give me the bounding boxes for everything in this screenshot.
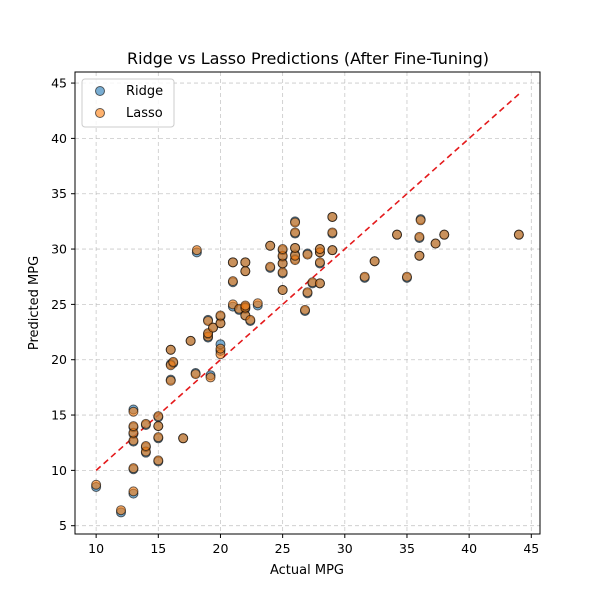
lasso-point [208, 322, 219, 333]
y-tick-label: 15 [51, 408, 67, 423]
y-tick-label: 35 [51, 186, 67, 201]
lasso-point [153, 421, 164, 432]
legend-label-ridge: Ridge [126, 84, 163, 99]
y-tick-label: 10 [51, 463, 67, 478]
lasso-point [153, 411, 164, 422]
legend-marker-ridge [95, 86, 105, 96]
lasso-point [265, 261, 276, 272]
lasso-point [314, 244, 325, 255]
lasso-point [327, 211, 338, 222]
lasso-point [91, 479, 102, 490]
lasso-point [128, 486, 139, 497]
lasso-point [314, 278, 325, 289]
lasso-point [290, 242, 301, 253]
lasso-point [302, 249, 313, 260]
chart-title: Ridge vs Lasso Predictions (After Fine-T… [127, 49, 489, 68]
y-tick-label: 30 [51, 242, 67, 257]
lasso-point [191, 245, 202, 256]
lasso-point [128, 421, 139, 432]
lasso-point [430, 238, 441, 249]
lasso-point [116, 505, 127, 516]
y-tick-label: 20 [51, 352, 67, 367]
legend-marker-lasso [95, 108, 105, 118]
lasso-point [439, 229, 450, 240]
lasso-point [165, 375, 176, 386]
lasso-point [240, 300, 251, 311]
lasso-point [392, 229, 403, 240]
lasso-point [414, 231, 425, 242]
lasso-point [240, 257, 251, 268]
lasso-point [401, 271, 412, 282]
y-tick-label: 25 [51, 297, 67, 312]
lasso-point [190, 369, 201, 380]
x-tick-label: 25 [275, 541, 291, 556]
x-tick-label: 40 [461, 541, 477, 556]
lasso-point [290, 217, 301, 228]
lasso-point [215, 310, 226, 321]
y-axis-ticks: 5 10 15 20 25 30 35 40 45 [51, 76, 75, 533]
lasso-point [314, 257, 325, 268]
data-points [91, 211, 524, 518]
x-tick-label: 30 [337, 541, 353, 556]
x-tick-label: 35 [399, 541, 415, 556]
lasso-point [277, 244, 288, 255]
lasso-point [359, 271, 370, 282]
lasso-point [290, 227, 301, 238]
y-tick-label: 45 [51, 76, 67, 91]
lasso-point [140, 418, 151, 429]
lasso-point [128, 406, 139, 417]
lasso-point [203, 315, 214, 326]
lasso-point [252, 298, 263, 309]
series-lasso [91, 211, 524, 516]
lasso-point [327, 227, 338, 238]
legend-label-lasso: Lasso [126, 106, 163, 121]
grid [75, 72, 540, 534]
lasso-point [185, 335, 196, 346]
lasso-point [227, 257, 238, 268]
x-tick-label: 15 [150, 541, 166, 556]
y-tick-label: 40 [51, 131, 67, 146]
x-tick-label: 10 [88, 541, 104, 556]
x-axis-ticks: 10 15 20 25 30 35 40 45 [88, 534, 539, 556]
x-axis-label: Actual MPG [270, 563, 344, 578]
lasso-point [168, 356, 179, 367]
lasso-point [415, 215, 426, 226]
legend: Ridge Lasso [81, 78, 175, 128]
lasso-point [140, 441, 151, 452]
lasso-point [513, 229, 524, 240]
lasso-point [300, 304, 311, 315]
x-tick-label: 45 [523, 541, 539, 556]
lasso-point [128, 463, 139, 474]
lasso-point [240, 266, 251, 277]
x-tick-label: 20 [213, 541, 229, 556]
lasso-point [414, 250, 425, 261]
lasso-point [302, 287, 313, 298]
lasso-point [153, 455, 164, 466]
lasso-point [327, 245, 338, 256]
lasso-point [265, 240, 276, 251]
lasso-point [178, 433, 189, 444]
lasso-point [369, 256, 380, 267]
lasso-point [277, 284, 288, 295]
lasso-point [165, 344, 176, 355]
y-tick-label: 5 [59, 518, 67, 533]
lasso-point [215, 343, 226, 354]
lasso-point [245, 314, 256, 325]
lasso-point [227, 276, 238, 287]
plot-frame [74, 71, 541, 535]
y-axis-label: Predicted MPG [27, 256, 42, 350]
lasso-point [277, 267, 288, 278]
lasso-point [153, 432, 164, 443]
lasso-point [205, 372, 216, 383]
